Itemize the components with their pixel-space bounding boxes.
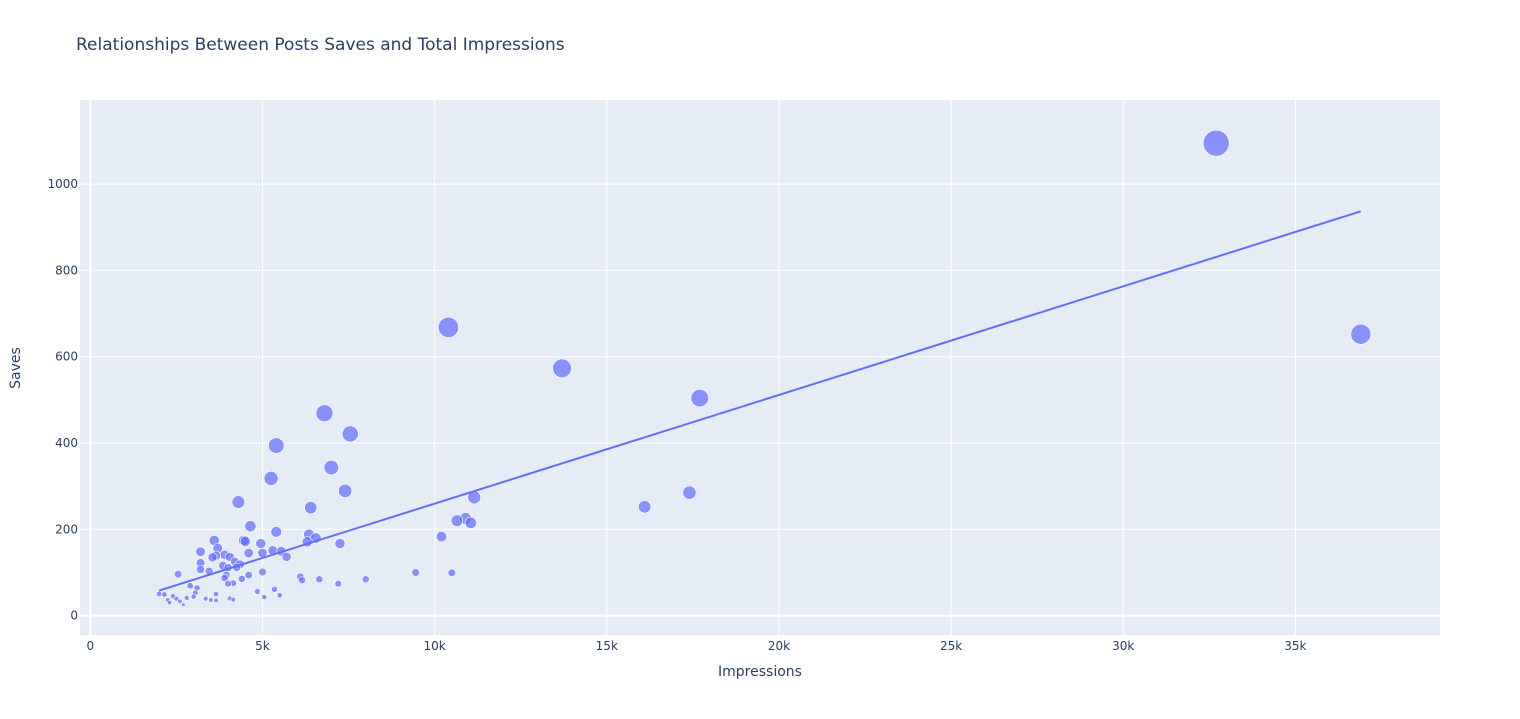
- data-point: [341, 425, 359, 443]
- y-gridlines: [80, 183, 1440, 617]
- y-tick-labels: 0 200 400 600 800 1000: [47, 177, 78, 622]
- y-tick-label: 400: [55, 436, 78, 450]
- data-point: [447, 568, 457, 578]
- data-point: [552, 358, 572, 379]
- data-point: [167, 600, 172, 606]
- data-point: [298, 576, 306, 585]
- x-tick-label: 5k: [255, 639, 270, 653]
- data-point: [202, 596, 209, 602]
- data-point: [690, 389, 709, 408]
- data-point: [195, 546, 206, 557]
- x-tick-labels: 0 5k 10k 15k 20k 25k 30k 35k: [87, 639, 1307, 653]
- data-point: [334, 579, 342, 588]
- data-point: [161, 591, 168, 598]
- data-point: [196, 565, 205, 574]
- chart-title: Relationships Between Posts Saves and To…: [76, 35, 565, 55]
- trendline-group: [158, 210, 1362, 592]
- data-point: [435, 531, 448, 543]
- data-point: [315, 404, 334, 423]
- data-point: [237, 574, 246, 583]
- x-tick-label: 35k: [1284, 639, 1306, 653]
- data-point: [156, 590, 163, 598]
- data-point: [254, 588, 261, 595]
- x-tick-label: 25k: [940, 639, 962, 653]
- y-axis-label: Saves: [8, 347, 24, 389]
- data-point: [177, 598, 183, 604]
- y-tick-label: 800: [55, 263, 78, 277]
- x-gridlines: [89, 100, 1296, 635]
- data-point: [450, 514, 464, 527]
- data-point: [173, 570, 183, 579]
- data-point: [281, 552, 292, 562]
- data-point: [361, 575, 370, 584]
- data-point: [224, 579, 232, 588]
- data-point: [207, 552, 218, 563]
- data-point: [183, 595, 190, 601]
- data-point: [334, 538, 346, 549]
- data-point: [1202, 129, 1230, 157]
- data-point: [638, 500, 652, 514]
- data-points: [156, 129, 1372, 608]
- data-point: [338, 483, 353, 498]
- data-point: [220, 574, 229, 583]
- data-point: [1350, 323, 1372, 345]
- data-point: [261, 594, 268, 600]
- y-tick-label: 200: [55, 522, 78, 536]
- data-point: [682, 485, 697, 500]
- data-point: [181, 602, 186, 608]
- data-point: [239, 535, 251, 547]
- data-point: [258, 567, 267, 577]
- data-point: [244, 520, 257, 533]
- data-point: [304, 501, 318, 515]
- data-point: [186, 582, 194, 590]
- data-point: [173, 596, 180, 602]
- y-tick-label: 1000: [47, 177, 78, 191]
- data-point: [276, 592, 283, 599]
- data-point: [437, 316, 459, 338]
- y-tick-label: 0: [70, 609, 78, 623]
- data-point: [270, 526, 283, 538]
- x-tick-label: 0: [87, 639, 95, 653]
- data-point: [271, 585, 278, 593]
- data-point: [263, 471, 279, 486]
- data-point: [190, 593, 197, 600]
- data-point: [244, 570, 253, 580]
- trendline: [158, 210, 1362, 592]
- data-point: [243, 547, 254, 559]
- data-point: [464, 516, 477, 529]
- data-point: [411, 568, 420, 577]
- data-point: [230, 596, 236, 603]
- x-axis-label: Impressions: [718, 664, 802, 680]
- x-tick-label: 15k: [596, 639, 618, 653]
- x-tick-label: 20k: [768, 639, 790, 653]
- data-point: [268, 437, 285, 454]
- data-point: [213, 597, 219, 604]
- data-point: [208, 597, 214, 603]
- data-point: [255, 538, 267, 549]
- y-tick-label: 600: [55, 350, 78, 364]
- data-point: [315, 575, 324, 584]
- data-point: [212, 590, 220, 598]
- data-point: [231, 495, 246, 509]
- data-point: [323, 460, 339, 476]
- x-tick-label: 30k: [1112, 639, 1134, 653]
- x-tick-label: 10k: [424, 639, 446, 653]
